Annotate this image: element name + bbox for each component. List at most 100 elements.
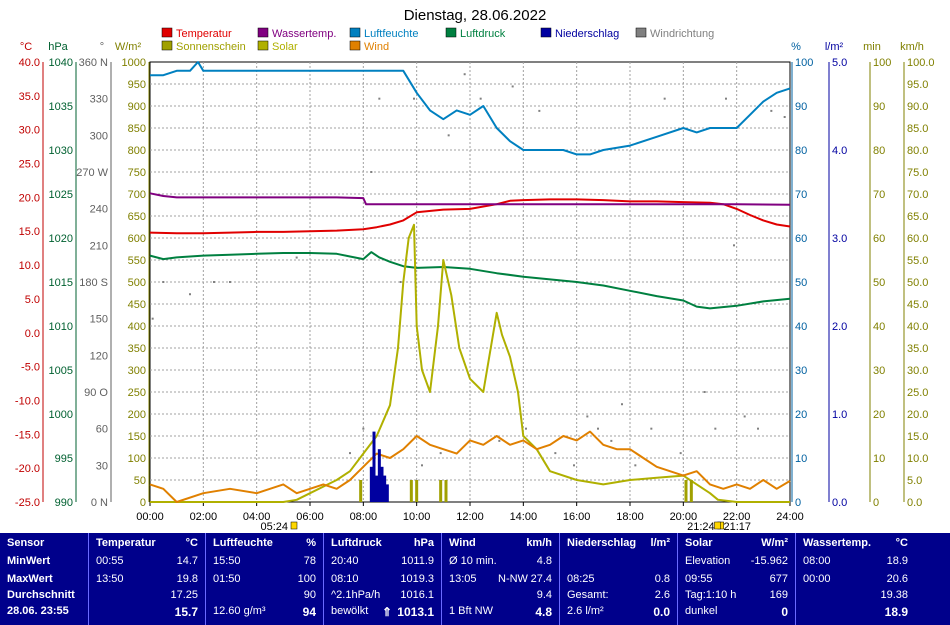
y-tick-label: 700 [128,189,146,201]
y-tick-label: 5.0 [832,57,847,69]
point-windrichtung [463,73,466,76]
panel-text: 9.4 [536,589,552,601]
panel-text: 08:25 [567,573,595,585]
y-tick-label: 100.0 [907,57,935,69]
legend-item: Temperatur [161,27,232,40]
point-windrichtung [370,171,373,173]
panel-text: 1013.1 [397,605,434,619]
legend-item: Luftfeuchte [349,27,418,40]
y-tick-label: 60.0 [907,233,928,245]
y-tick-label: 550 [128,255,146,267]
panel-text: 08:10 [331,573,359,585]
y-tick-label: -5.0 [21,362,40,374]
y-tick-label: 50 [873,277,885,289]
y-tick-label: 995 [55,453,73,465]
y-tick-label: 1.0 [832,409,847,421]
x-tick-label: 04:00 [243,511,271,523]
y-tick-label: 65.0 [907,211,928,223]
y-tick-label: 80 [873,145,885,157]
point-windrichtung [362,427,365,430]
panel-text: Ø 10 min. [449,555,497,567]
legend-item: Wind [349,40,389,53]
y-tick-label: 20 [873,409,885,421]
panel-text: 2.6 l/m² [567,605,604,617]
point-windrichtung [421,464,423,467]
panel-text: 01:50 [213,573,241,585]
legend-label: Temperatur [176,28,232,40]
panel-text: Niederschlag [567,537,637,549]
y-tick-label: 750 [128,167,146,179]
bar-niederschlag [375,475,379,502]
bar-niederschlag [380,466,384,502]
y-axis-unit: hPa [48,41,68,53]
panel-text: 1 Bft NW [449,605,494,617]
point-windrichtung [295,256,298,259]
y-tick-label: 450 [128,299,146,311]
y-tick-label: 990 [55,497,73,509]
legend-label: Luftfeuchte [364,28,418,40]
line-luftdruck [149,251,791,310]
x-tick-label: 18:00 [616,511,644,523]
y-tick-label: 200 [128,409,146,421]
panel-text: 90 [303,589,316,601]
bar-niederschlag [377,449,381,502]
point-windrichtung [573,464,575,467]
legend-swatch [161,40,173,51]
panel-text: ^2.1hPa/h [331,589,381,601]
y-axis-unit: % [791,41,801,53]
y-tick-label: 30.0 [907,365,928,377]
y-tick-label: 0 [140,497,146,509]
legend-swatch [349,27,361,38]
panel-text: MaxWert [7,573,53,585]
panel-text: 12.60 g/m³ [213,605,266,617]
y-tick-label: 650 [128,211,146,223]
y-tick-label: 330 [90,94,108,106]
y-tick-label: 90 O [84,387,108,399]
point-windrichtung [447,134,450,137]
bar-sonnenschein [689,480,693,502]
panel-text: 1019.3 [400,573,434,585]
panel-text: 1016.1 [400,589,434,601]
panel-text: l/m² [650,537,670,549]
y-tick-label: 80 [795,145,807,157]
y-tick-label: 35.0 [19,91,40,103]
y-tick-label: 0.0 [832,497,847,509]
y-tick-label: -20.0 [15,463,40,475]
legend-label: Niederschlag [555,28,619,40]
legend-swatch [161,27,173,38]
y-tick-label: 1015 [49,277,73,289]
panel-col-temperature: Temperatur °C 00:55 14.7 13:50 19.8 17.25 15.7 [88,533,206,625]
sun-marker-label: 21:24 [687,521,715,533]
y-tick-label: 55.0 [907,255,928,267]
point-windrichtung [189,293,191,296]
y-axis-unit: min [863,41,881,53]
legend-item: Niederschlag [540,27,619,40]
panel-text: Elevation [685,555,731,567]
y-axis-unit: °C [20,41,32,53]
point-windrichtung [650,427,653,430]
panel-text: MinWert [7,555,51,567]
legend-swatch [445,27,457,38]
y-tick-label: 0 [795,497,801,509]
y-tick-label: 20.0 [19,192,40,204]
panel-text: 14.7 [176,555,198,567]
y-tick-label: 70 [795,189,807,201]
y-tick-label: 300 [90,130,108,142]
y-tick-label: 2.0 [832,321,847,333]
panel-text: Solar [685,537,713,549]
sun-marker-icon [714,521,721,530]
point-windrichtung [714,427,717,430]
y-tick-label: 10.0 [19,260,40,272]
y-tick-label: 5.0 [25,294,40,306]
y-tick-label: 600 [128,233,146,245]
panel-col-solar: Solar W/m² Elevation -15.962 09:55 677 Tag:1:1… [677,533,796,625]
y-tick-label: 1000 [122,57,146,69]
panel-text: Sensor [7,537,45,549]
point-windrichtung [399,281,402,283]
bar-niederschlag [383,475,387,502]
y-tick-label: 75.0 [907,167,928,179]
x-tick-label: 02:00 [190,511,218,523]
point-windrichtung [725,97,727,100]
panel-text: 4.8 [536,555,552,567]
panel-col-wind: Wind km/h Ø 10 min. 4.8 13:05 N-NW 27.4 9.4 1 Bf… [441,533,560,625]
